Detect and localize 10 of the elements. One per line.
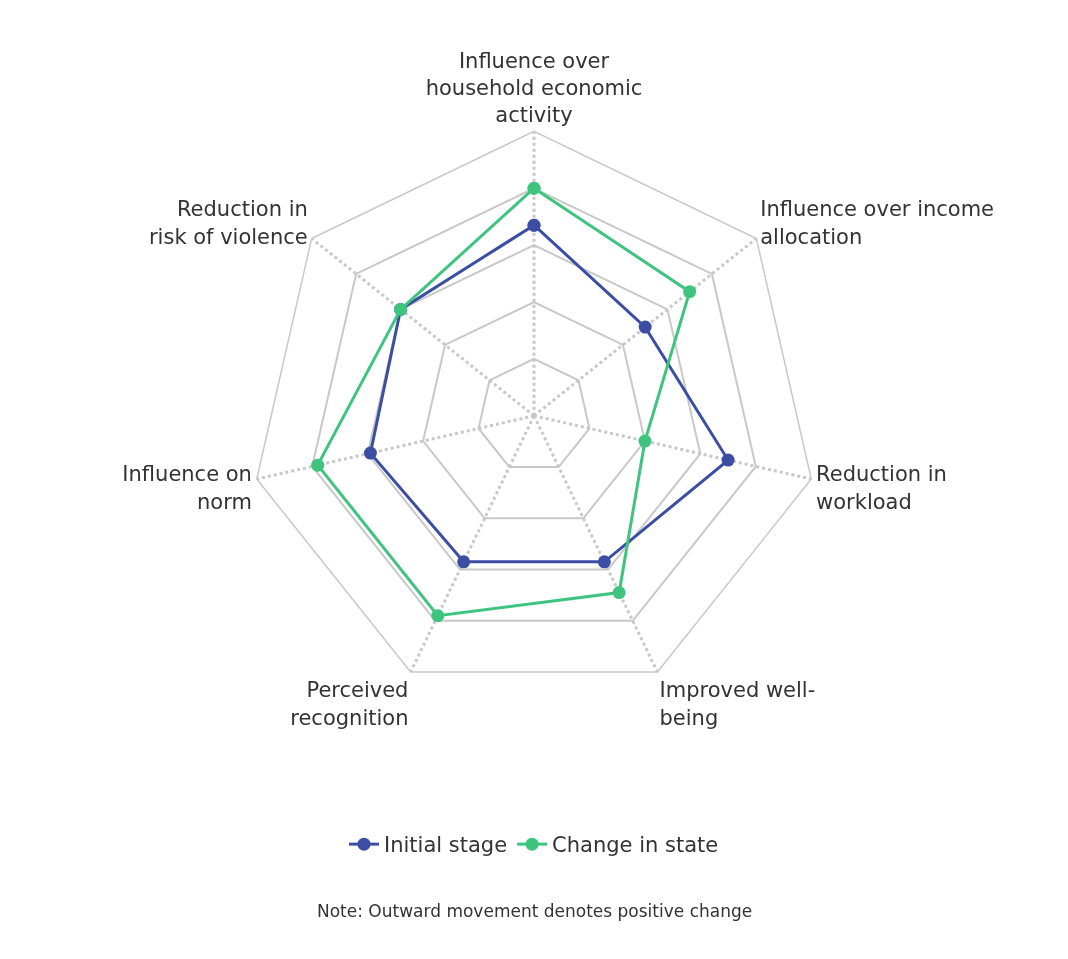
spoke-label: Influence over household economic activity bbox=[425, 48, 643, 128]
legend-label: Initial stage bbox=[384, 833, 508, 858]
spoke-label: Reduction in risk of violence bbox=[148, 197, 308, 249]
spoke-label: Influence over income allocation bbox=[760, 197, 995, 249]
spoke-label: Reduction in workload bbox=[816, 462, 947, 514]
text: Note: Outward movement denotes positive change bbox=[317, 901, 753, 921]
spoke-label: Influence on norm bbox=[122, 462, 252, 514]
legend-label: Change in state bbox=[552, 833, 719, 858]
spoke-label: Improved well-being bbox=[659, 678, 816, 730]
spoke-label: Perceived recognition bbox=[290, 678, 409, 730]
